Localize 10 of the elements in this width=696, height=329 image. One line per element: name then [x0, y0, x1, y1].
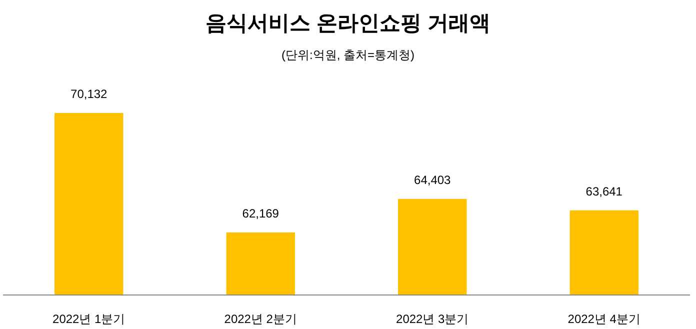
x-tick-label: 2022년 2분기 — [224, 312, 297, 326]
data-label: 63,641 — [586, 184, 623, 198]
x-tick-label: 2022년 3분기 — [396, 312, 469, 326]
data-label: 62,169 — [242, 206, 280, 220]
data-label: 64,403 — [414, 172, 452, 187]
data-label: 70,132 — [70, 87, 108, 101]
x-tick-label: 2022년 1분기 — [52, 312, 126, 326]
chart-subtitle: (단위:억원, 출처=통계청) — [281, 48, 415, 62]
chart-title: 음식서비스 온라인쇼핑 거래액 — [206, 12, 490, 35]
x-tick-label: 2022년 4분기 — [568, 312, 640, 326]
